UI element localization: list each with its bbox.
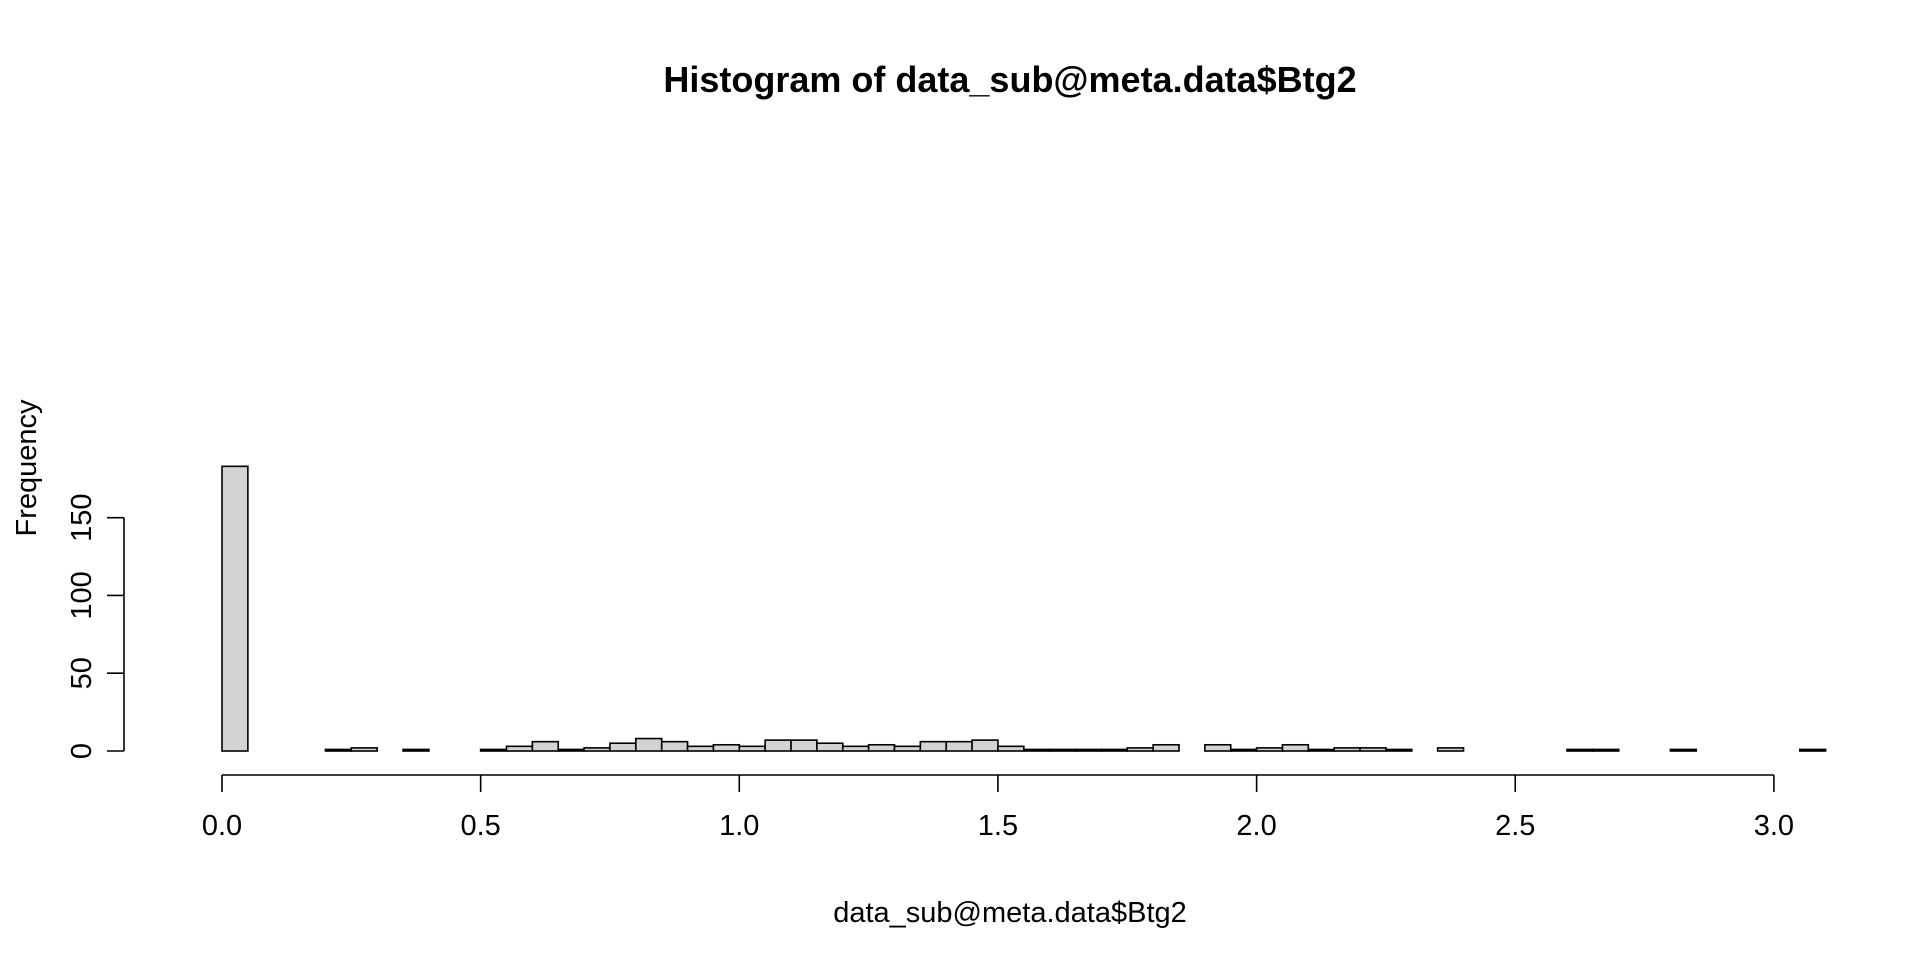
- histogram-bar: [505, 745, 534, 752]
- histogram-bar: [531, 740, 560, 752]
- y-tick-label: 0: [66, 743, 98, 759]
- histogram-bar: [1229, 748, 1258, 752]
- histogram-bar: [1798, 748, 1827, 752]
- histogram-bar: [1126, 747, 1154, 752]
- histogram-bar: [997, 745, 1025, 752]
- histogram-bar: [841, 745, 870, 752]
- y-axis-label: Frequency: [11, 399, 43, 537]
- histogram-bar: [1255, 747, 1284, 752]
- histogram-bar: [971, 739, 999, 752]
- histogram-bar: [738, 745, 766, 752]
- histogram-bar: [919, 740, 948, 752]
- y-tick-label: 150: [66, 493, 98, 541]
- histogram-bar: [1669, 748, 1698, 752]
- x-tick-label: 1.5: [978, 810, 1018, 842]
- x-axis: 0.0 0.5 1.0 1.5 2.0 2.5 3.0: [202, 774, 1794, 842]
- x-tick-label: 2.5: [1495, 810, 1535, 842]
- histogram-bar: [583, 747, 611, 752]
- histogram-bar: [712, 743, 741, 752]
- histogram-bar: [660, 740, 689, 752]
- histogram-bar: [867, 743, 896, 752]
- histogram-bar: [635, 737, 663, 752]
- x-tick-label: 2.0: [1236, 810, 1276, 842]
- histogram-bar: [1385, 748, 1413, 752]
- histogram-bar: [945, 740, 973, 752]
- histogram-bar: [816, 742, 844, 752]
- histogram-bar: [1592, 748, 1620, 752]
- chart-title: Histogram of data_sub@meta.data$Btg2: [663, 59, 1356, 100]
- histogram-bar: [221, 465, 249, 752]
- histogram-bar: [1307, 748, 1335, 752]
- histogram-bar: [402, 748, 430, 752]
- histogram-bar: [686, 745, 715, 752]
- histogram-bar: [324, 748, 353, 752]
- x-tick-label: 3.0: [1754, 810, 1794, 842]
- y-tick-label: 50: [66, 657, 98, 689]
- histogram-bar: [764, 739, 792, 752]
- y-tick-label: 100: [66, 571, 98, 619]
- histogram-bar: [1359, 747, 1387, 752]
- histogram-bar: [479, 748, 508, 752]
- x-tick-label: 0.5: [460, 810, 500, 842]
- histogram-bar: [1281, 743, 1310, 752]
- histogram-bar: [1048, 748, 1077, 752]
- x-axis-label: data_sub@meta.data$Btg2: [833, 897, 1187, 929]
- histogram-bar: [790, 739, 818, 752]
- histogram-bar: [1023, 748, 1051, 752]
- bars-group: [221, 465, 1827, 752]
- histogram-bar: [1436, 747, 1465, 752]
- histogram-bar: [1204, 743, 1232, 752]
- histogram-bar: [1100, 748, 1129, 752]
- histogram-bar: [1074, 748, 1103, 752]
- x-tick-label: 0.0: [202, 810, 242, 842]
- y-axis: 0 50 100 150: [66, 493, 125, 759]
- histogram-bar: [557, 748, 585, 752]
- histogram-bar: [609, 742, 637, 752]
- histogram-bar: [1152, 743, 1180, 752]
- x-tick-label: 1.0: [719, 810, 759, 842]
- histogram-bar: [1566, 748, 1594, 752]
- histogram-bar: [350, 747, 378, 752]
- histogram-bar: [893, 745, 922, 752]
- histogram-bar: [1333, 747, 1361, 752]
